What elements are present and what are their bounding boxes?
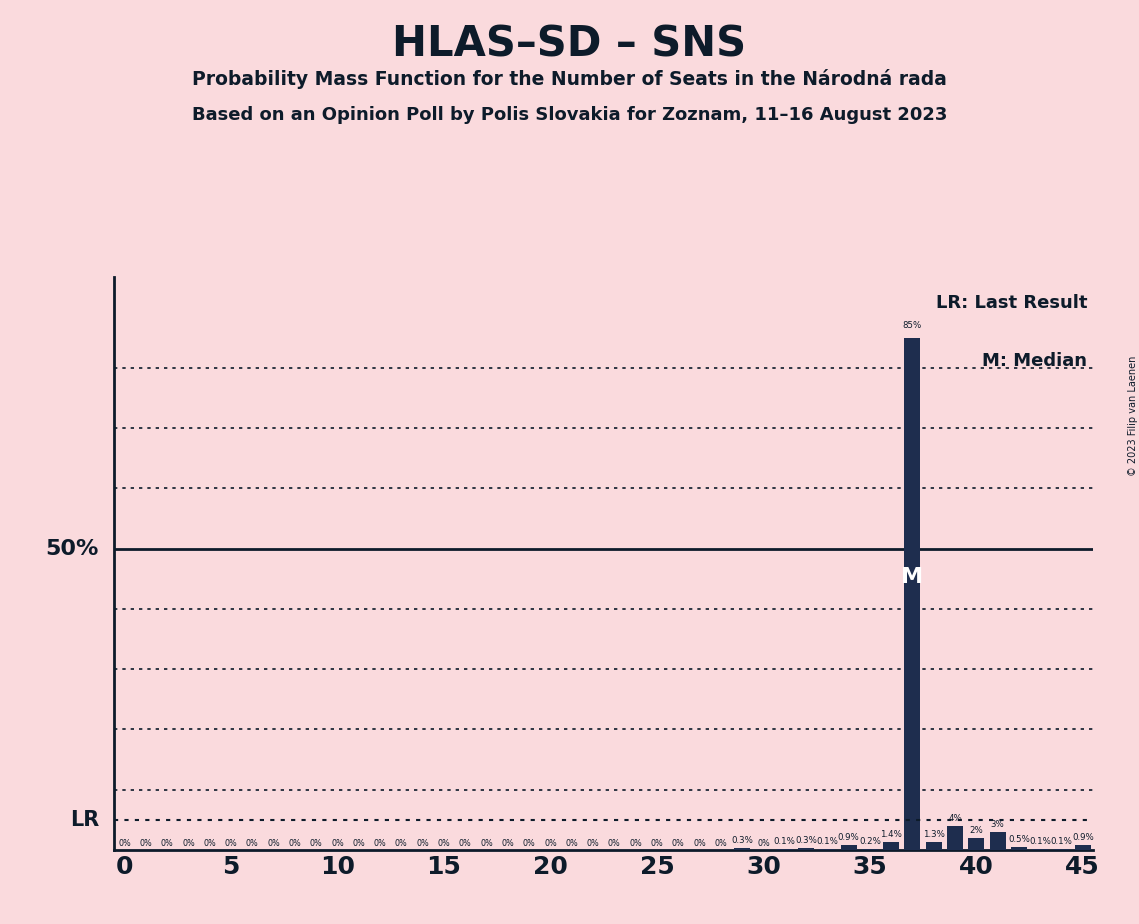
Text: 0%: 0% — [608, 839, 621, 847]
Text: Probability Mass Function for the Number of Seats in the Národná rada: Probability Mass Function for the Number… — [192, 69, 947, 90]
Text: 0%: 0% — [374, 839, 386, 847]
Text: 0%: 0% — [395, 839, 408, 847]
Text: 1.3%: 1.3% — [923, 831, 944, 839]
Text: 0%: 0% — [523, 839, 535, 847]
Text: 0%: 0% — [224, 839, 237, 847]
Bar — [1011, 847, 1027, 850]
Text: LR: Last Result: LR: Last Result — [935, 295, 1087, 312]
Text: 4%: 4% — [948, 814, 962, 823]
Text: 0%: 0% — [544, 839, 557, 847]
Text: 0%: 0% — [714, 839, 727, 847]
Text: 0.1%: 0.1% — [773, 837, 796, 846]
Text: 0%: 0% — [204, 839, 216, 847]
Text: 0%: 0% — [481, 839, 493, 847]
Text: HLAS–SD – SNS: HLAS–SD – SNS — [393, 23, 746, 65]
Text: 0.1%: 0.1% — [1030, 837, 1051, 846]
Text: 0.1%: 0.1% — [1050, 837, 1073, 846]
Text: 0%: 0% — [352, 839, 366, 847]
Text: 0.5%: 0.5% — [1008, 835, 1030, 844]
Bar — [1075, 845, 1091, 850]
Bar — [862, 849, 878, 850]
Text: 0%: 0% — [310, 839, 322, 847]
Text: 0%: 0% — [501, 839, 514, 847]
Text: 0%: 0% — [331, 839, 344, 847]
Text: 0%: 0% — [268, 839, 280, 847]
Text: 50%: 50% — [46, 539, 99, 559]
Bar — [904, 337, 920, 850]
Text: 0%: 0% — [565, 839, 579, 847]
Bar — [926, 843, 942, 850]
Text: 85%: 85% — [903, 322, 923, 330]
Text: 0%: 0% — [182, 839, 195, 847]
Text: Based on an Opinion Poll by Polis Slovakia for Zoznam, 11–16 August 2023: Based on an Opinion Poll by Polis Slovak… — [191, 106, 948, 124]
Text: 0%: 0% — [672, 839, 685, 847]
Text: 0%: 0% — [288, 839, 302, 847]
Text: 1.4%: 1.4% — [880, 830, 902, 839]
Bar — [947, 826, 962, 850]
Bar — [990, 832, 1006, 850]
Text: 3%: 3% — [991, 820, 1005, 829]
Text: 0.3%: 0.3% — [731, 836, 753, 845]
Text: 0%: 0% — [416, 839, 429, 847]
Text: 0.2%: 0.2% — [859, 837, 880, 845]
Text: 0%: 0% — [246, 839, 259, 847]
Text: 0%: 0% — [587, 839, 599, 847]
Text: 0%: 0% — [629, 839, 642, 847]
Text: M: Median: M: Median — [982, 352, 1087, 370]
Text: 0%: 0% — [757, 839, 770, 847]
Text: © 2023 Filip van Laenen: © 2023 Filip van Laenen — [1129, 356, 1138, 476]
Text: 0%: 0% — [139, 839, 153, 847]
Text: 0%: 0% — [437, 839, 450, 847]
Text: 0.9%: 0.9% — [1072, 833, 1093, 842]
Text: 0.1%: 0.1% — [817, 837, 838, 846]
Text: LR: LR — [69, 810, 99, 830]
Text: 0%: 0% — [459, 839, 472, 847]
Text: 2%: 2% — [969, 826, 983, 835]
Text: 0.3%: 0.3% — [795, 836, 817, 845]
Text: 0%: 0% — [118, 839, 131, 847]
Text: 0%: 0% — [161, 839, 173, 847]
Text: 0%: 0% — [650, 839, 663, 847]
Text: M: M — [901, 566, 924, 587]
Bar — [841, 845, 857, 850]
Text: 0%: 0% — [694, 839, 706, 847]
Bar — [968, 838, 984, 850]
Bar — [883, 842, 899, 850]
Text: 0.9%: 0.9% — [837, 833, 860, 842]
Bar — [798, 848, 814, 850]
Bar — [735, 848, 751, 850]
